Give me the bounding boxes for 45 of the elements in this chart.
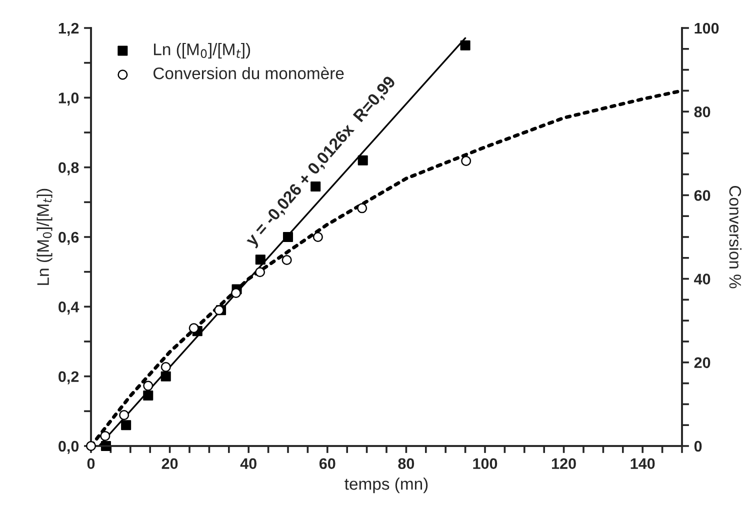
x-tick-label: 140 xyxy=(630,458,655,470)
y-tick-label: 0,0 xyxy=(58,440,79,454)
y-tick-label: 0,2 xyxy=(58,371,79,384)
point xyxy=(310,181,321,192)
point xyxy=(282,254,292,266)
y2-tick-label: 60 xyxy=(694,190,710,201)
point xyxy=(121,420,132,430)
point xyxy=(119,410,130,420)
y2-tick-label: 40 xyxy=(694,274,710,284)
point xyxy=(230,288,242,298)
point xyxy=(460,40,470,50)
y-tick-label: 0,8 xyxy=(58,162,79,176)
point xyxy=(143,380,154,391)
point xyxy=(282,232,294,242)
y2-tick-label: 100 xyxy=(694,22,719,34)
y-axis-title: Ln ([M$_{0}$]/[M$_{t}$]) xyxy=(36,188,52,285)
x-tick-label: 100 xyxy=(473,458,498,470)
y2-axis-title: Conversion % xyxy=(729,186,742,288)
point xyxy=(312,232,323,242)
point xyxy=(100,430,110,441)
point xyxy=(461,156,472,166)
x-tick-label: 0 xyxy=(87,458,95,470)
point xyxy=(255,267,266,278)
y2-tick-label: 20 xyxy=(694,357,710,368)
y2-tick-label: 0 xyxy=(694,440,702,452)
x-tick-label: 120 xyxy=(552,458,576,470)
y-tick-label: 0,4 xyxy=(58,302,80,315)
y2-tick-label: 80 xyxy=(694,106,710,118)
legend-label: Ln ([M$_{0}$]/[M$_{t}$]) xyxy=(154,43,250,59)
point xyxy=(143,390,154,401)
y-tick-label: 1,2 xyxy=(58,22,79,36)
x-tick-label: 80 xyxy=(398,458,414,470)
point xyxy=(160,362,171,372)
x-tick-label: 60 xyxy=(319,458,336,470)
x-tick-label: 20 xyxy=(162,458,178,470)
point xyxy=(357,203,368,214)
point xyxy=(358,155,368,166)
point xyxy=(160,371,171,382)
y-tick-label: 0,6 xyxy=(58,232,79,245)
y-tick-label: 1,0 xyxy=(58,92,79,106)
legend-label: Conversion du monomère xyxy=(154,66,344,80)
point xyxy=(255,254,266,265)
x-tick-label: 40 xyxy=(240,458,256,470)
x-axis-title: temps (mn) xyxy=(344,478,428,494)
point xyxy=(188,323,199,334)
